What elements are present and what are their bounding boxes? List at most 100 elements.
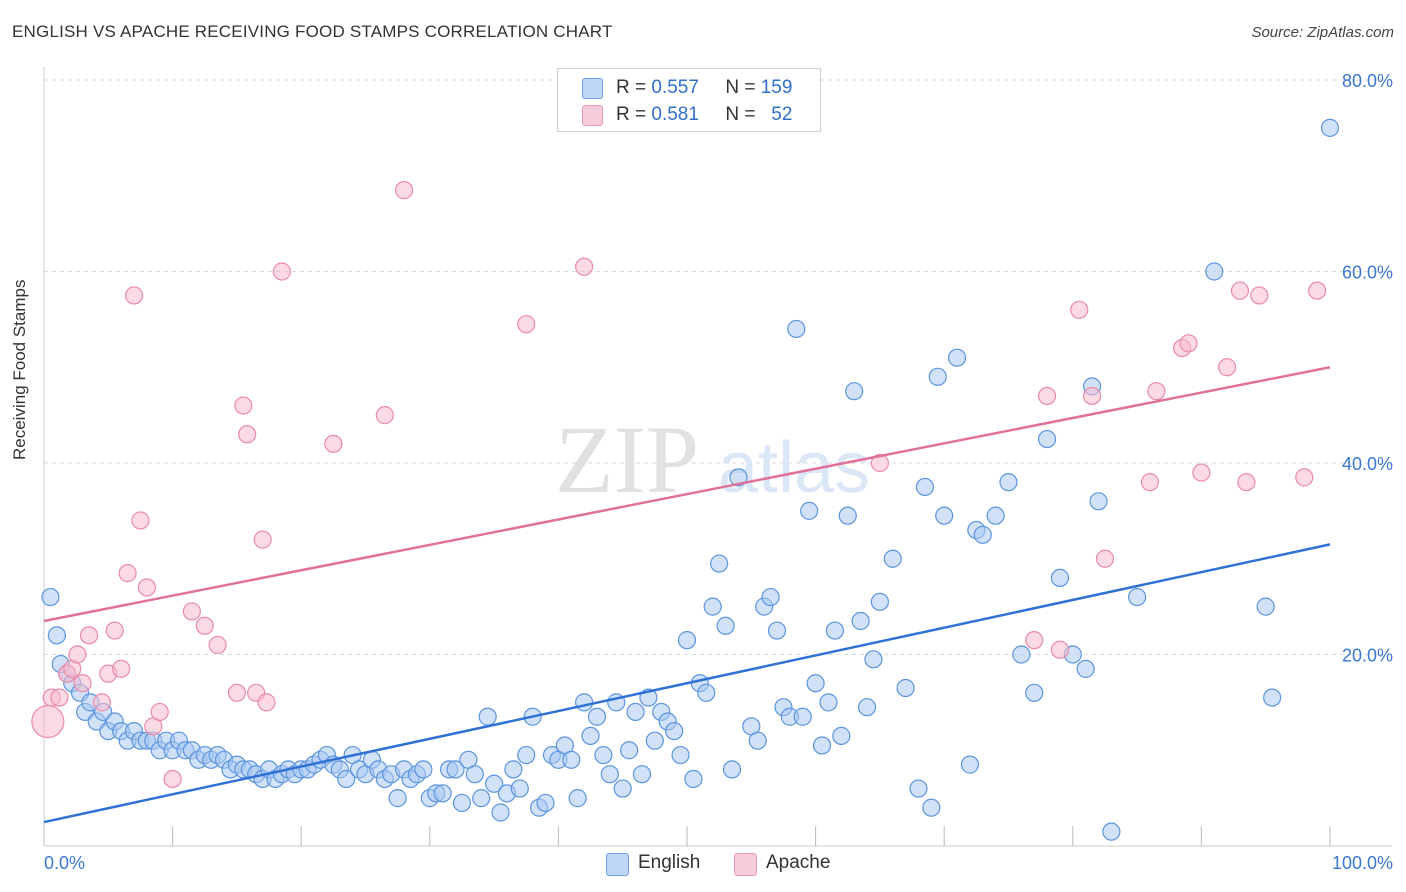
english-point — [947, 348, 967, 367]
apache-point — [394, 181, 414, 200]
english-point — [870, 592, 890, 611]
watermark-zip: ZIP — [555, 406, 699, 513]
english-point — [1263, 688, 1282, 707]
apache-point — [73, 674, 92, 693]
apache-point — [1070, 300, 1089, 319]
english-point — [472, 789, 491, 808]
apache-point — [137, 578, 156, 597]
apache-point — [79, 626, 99, 645]
apache-point — [50, 688, 69, 707]
english-point — [568, 789, 587, 808]
english-point — [716, 616, 735, 635]
english-point — [1320, 118, 1340, 137]
english-point — [510, 779, 529, 798]
apache-point — [1308, 281, 1327, 300]
english-point — [446, 760, 465, 779]
english-point — [485, 774, 504, 793]
apache-point — [272, 262, 292, 281]
english-point — [851, 611, 870, 631]
english-point — [710, 554, 729, 573]
tick-labels: 20.0% 40.0% 60.0% 80.0% 0.0% 100.0% — [44, 71, 1393, 873]
english-point — [883, 549, 902, 568]
english-point — [594, 745, 613, 765]
apache-point — [1050, 640, 1070, 659]
correlation-legend: R = 0.557 N = 159 R = 0.581 N = 52 — [557, 68, 821, 132]
english-point — [1037, 429, 1057, 449]
apache-point — [208, 635, 227, 655]
english-point — [1102, 822, 1121, 841]
english-point — [800, 501, 819, 520]
english-point — [1205, 262, 1224, 281]
apache-point — [92, 693, 111, 712]
english-trend-line — [43, 543, 1331, 824]
english-point — [1050, 568, 1070, 588]
y-tick-label: 60.0% — [1342, 263, 1393, 283]
x-tick-label-min: 0.0% — [44, 853, 85, 873]
apache-point — [112, 659, 131, 678]
legend-apache-r-value: 0.581 — [651, 104, 699, 125]
apache-point — [1230, 281, 1250, 300]
apache-point — [163, 769, 182, 789]
english-point — [915, 477, 935, 497]
trend-lines — [43, 366, 1331, 824]
english-point — [928, 367, 947, 386]
english-point — [587, 707, 607, 726]
english-point — [825, 621, 844, 640]
english-point — [517, 745, 536, 765]
apache-point — [324, 434, 343, 453]
apache-point — [227, 683, 246, 702]
source-label: Source: ZipAtlas.com — [1251, 24, 1394, 41]
english-point — [1256, 597, 1275, 616]
english-point — [600, 765, 619, 784]
legend-english-n-value: 159 — [760, 77, 793, 98]
english-point — [645, 731, 664, 750]
english-point — [973, 525, 992, 544]
legend-apache-r-label: R = — [616, 104, 647, 125]
apache-point — [118, 564, 137, 583]
apache-point — [1295, 468, 1314, 487]
english-point — [671, 745, 690, 765]
english-point — [1076, 659, 1095, 678]
series-swatch-english — [606, 853, 629, 876]
english-point — [433, 784, 452, 803]
english-point — [986, 506, 1005, 525]
x-tick-label-max: 100.0% — [1332, 853, 1393, 873]
english-point — [935, 506, 954, 525]
english-point — [562, 750, 581, 769]
apache-point — [234, 396, 253, 415]
apache-point — [1140, 473, 1160, 492]
english-point — [703, 597, 722, 616]
english-point — [388, 789, 407, 808]
english-point — [665, 721, 684, 741]
series-label-apache: Apache — [766, 852, 831, 873]
english-point — [748, 731, 767, 750]
english-point — [684, 769, 703, 789]
english-point — [581, 726, 600, 745]
legend-swatch-apache — [582, 105, 603, 126]
english-point — [960, 755, 980, 774]
series-label-english: English — [638, 852, 701, 873]
legend-swatch-english — [582, 78, 603, 99]
gridlines — [44, 79, 1392, 655]
apache-point — [31, 704, 65, 739]
english-point — [504, 760, 523, 779]
english-point — [838, 506, 857, 525]
english-point — [722, 760, 742, 779]
english-point — [536, 793, 555, 813]
apache-point — [1025, 631, 1044, 650]
apache-point — [375, 406, 394, 425]
apache-point — [1147, 382, 1166, 401]
apache-point — [238, 425, 257, 444]
series-swatch-apache — [734, 853, 757, 876]
english-point — [575, 693, 594, 712]
y-tick-label: 20.0% — [1342, 646, 1393, 666]
apache-point — [257, 693, 276, 712]
english-point — [909, 779, 928, 798]
english-point — [1012, 645, 1031, 664]
english-point — [491, 803, 510, 822]
legend-apache-n-label: N = — [725, 104, 756, 125]
english-point — [793, 707, 812, 726]
apache-point — [517, 315, 536, 334]
legend-english-r-label: R = — [616, 77, 647, 98]
english-point — [465, 765, 484, 784]
